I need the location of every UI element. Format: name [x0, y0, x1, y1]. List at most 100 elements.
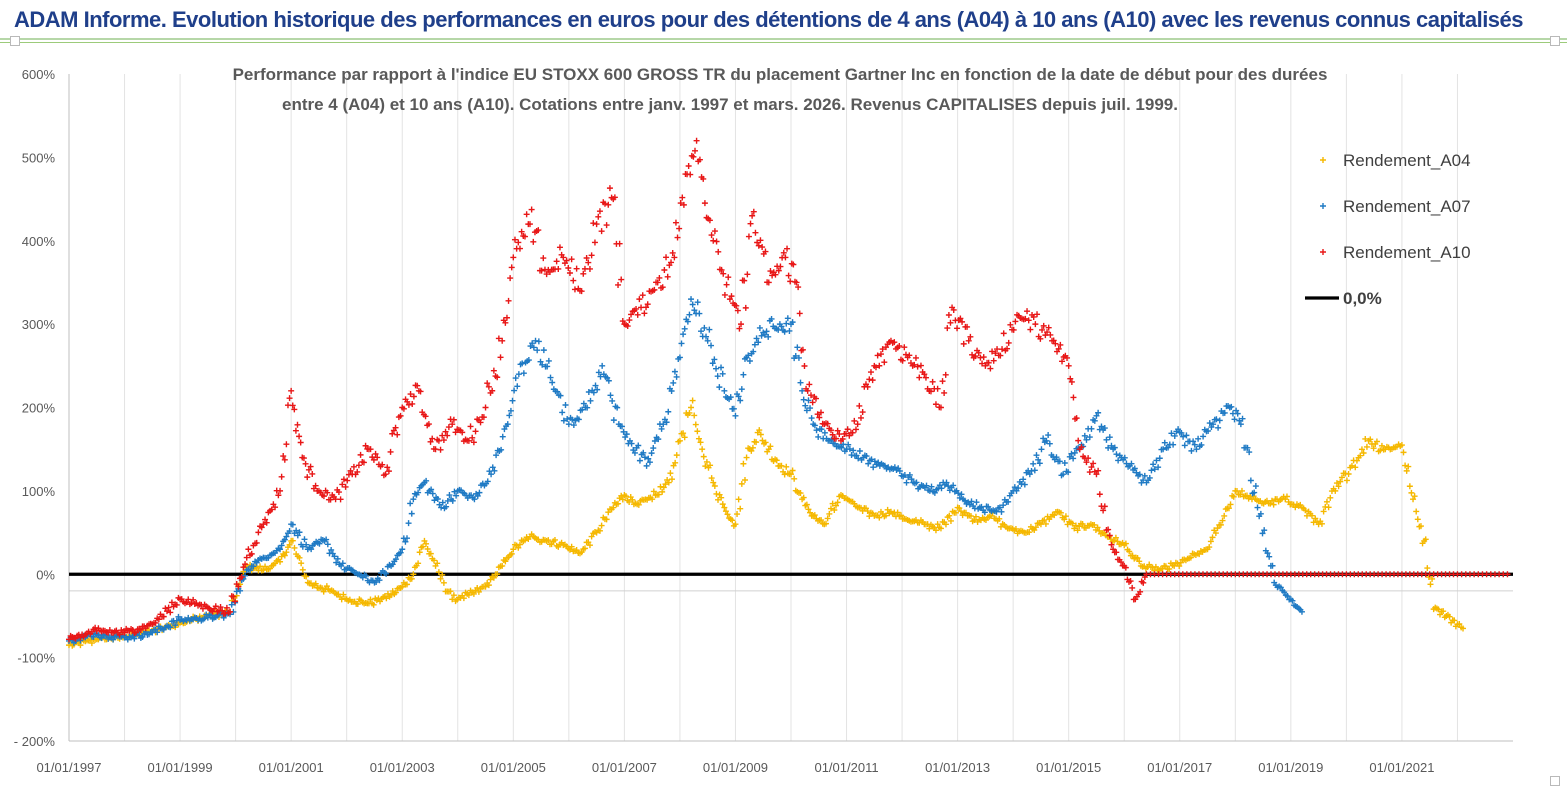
data-point [646, 459, 653, 466]
data-point [644, 301, 651, 308]
data-point [942, 521, 949, 528]
data-point [260, 521, 267, 528]
legend-label: 0,0% [1343, 289, 1382, 308]
data-point [516, 541, 523, 548]
data-point [1209, 534, 1216, 541]
data-point [1370, 445, 1377, 452]
legend: Rendement_A04 Rendement_A07 Rendement_A10 0… [1305, 151, 1471, 308]
data-point [1056, 458, 1063, 465]
data-point [1325, 504, 1332, 511]
data-point [750, 208, 757, 215]
data-point [1332, 487, 1339, 494]
data-point [514, 383, 521, 390]
data-point [676, 225, 683, 232]
data-point [165, 604, 172, 611]
data-point [755, 339, 762, 346]
data-point [645, 455, 652, 462]
data-point [672, 459, 679, 466]
data-point [503, 314, 510, 321]
data-point [824, 420, 831, 427]
data-point [800, 396, 807, 403]
data-point [985, 503, 992, 510]
data-point [593, 221, 600, 228]
data-point [636, 457, 643, 464]
data-point [606, 185, 613, 192]
data-point [66, 636, 72, 643]
data-point [1460, 625, 1467, 632]
data-point [754, 239, 761, 246]
data-point [360, 459, 367, 466]
data-point [409, 400, 416, 407]
data-point [164, 608, 171, 615]
data-point [301, 536, 308, 543]
data-point [655, 436, 662, 443]
data-point [405, 401, 412, 408]
data-point [501, 426, 508, 433]
data-point [1015, 485, 1022, 492]
data-point [1081, 432, 1088, 439]
data-point [382, 471, 389, 478]
data-point [643, 462, 650, 469]
data-point [484, 478, 491, 485]
data-point [489, 464, 496, 471]
data-point [460, 595, 467, 602]
data-point [973, 499, 980, 506]
data-point [710, 479, 717, 486]
data-point [896, 468, 903, 475]
data-point [956, 494, 963, 501]
data-point [415, 560, 422, 567]
data-point [439, 499, 446, 506]
data-point [856, 402, 863, 409]
data-point [1269, 562, 1276, 569]
data-point [526, 221, 533, 228]
legend-label: Rendement_A10 [1343, 243, 1471, 262]
data-point [748, 447, 755, 454]
data-point [1000, 330, 1007, 337]
data-point [740, 460, 747, 467]
data-point [1112, 534, 1119, 541]
data-point [1233, 407, 1240, 414]
data-point [302, 460, 309, 467]
data-point [834, 499, 841, 506]
data-point [1168, 430, 1175, 437]
data-point [423, 477, 430, 484]
data-point [1027, 326, 1034, 333]
data-point [399, 583, 406, 590]
data-point [1136, 471, 1143, 478]
data-point [154, 629, 161, 636]
data-point [505, 297, 512, 304]
data-point [383, 570, 390, 577]
data-point [1198, 441, 1205, 448]
data-point [1402, 462, 1409, 469]
legend-item: Rendement_A04 [1320, 151, 1471, 170]
data-point [607, 392, 614, 399]
data-point [578, 549, 585, 556]
data-point [929, 378, 936, 385]
data-point [90, 633, 97, 640]
data-point [502, 319, 509, 326]
data-point [663, 419, 670, 426]
data-point [751, 341, 758, 348]
series-rendement_a07 [66, 296, 1305, 646]
data-point [585, 539, 592, 546]
data-point [1217, 521, 1224, 528]
data-point [793, 279, 800, 286]
data-point [655, 491, 662, 498]
data-point [470, 590, 477, 597]
data-point [1427, 581, 1434, 588]
data-point [137, 626, 144, 633]
data-point [482, 404, 489, 411]
data-point [996, 515, 1003, 522]
data-point [543, 271, 550, 278]
data-point [1230, 493, 1237, 500]
data-point [223, 604, 230, 611]
data-point [510, 254, 517, 261]
data-point [333, 559, 340, 566]
data-point [235, 583, 242, 590]
data-point [869, 377, 876, 384]
data-point [129, 626, 136, 633]
data-point [1308, 512, 1315, 519]
data-point [790, 261, 797, 268]
data-point [298, 560, 305, 567]
data-point [1312, 515, 1319, 522]
